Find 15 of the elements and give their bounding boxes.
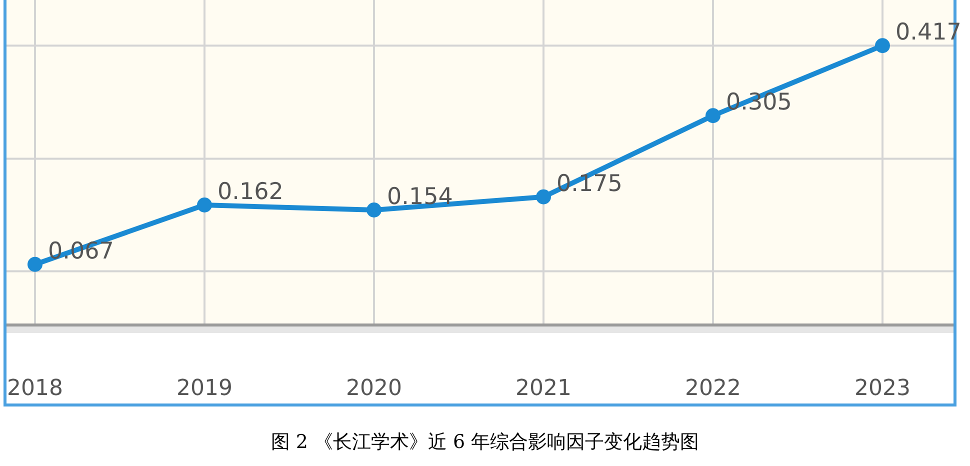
point [875, 38, 890, 54]
x-tick-label: 2018 [7, 376, 63, 401]
x-tick-label: 2019 [176, 376, 232, 401]
point [197, 198, 212, 212]
x-tick-label: 2022 [685, 376, 741, 401]
text: 图 2 《长江学术》近 6 年综合影响因子变化趋势图 [270, 431, 700, 453]
x-tick-label: 2023 [854, 376, 910, 401]
point [28, 256, 42, 272]
point [536, 189, 551, 204]
x-tick-label: 2020 [346, 376, 402, 401]
data-label: 0.154 [387, 184, 453, 210]
x-tick-label: 2021 [516, 376, 572, 401]
point [366, 202, 382, 218]
data-label: 0.162 [218, 179, 284, 205]
point [706, 108, 720, 124]
